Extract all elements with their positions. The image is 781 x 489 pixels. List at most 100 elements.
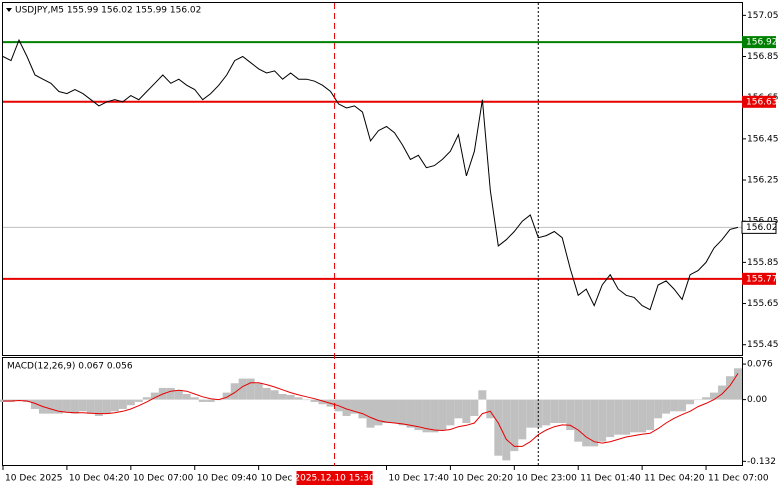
x-tick-label: 11 Dec 04:20 bbox=[644, 474, 705, 484]
x-tick-label: 11 Dec 01:40 bbox=[580, 474, 641, 484]
histogram-bar bbox=[462, 399, 471, 423]
histogram-bar bbox=[614, 399, 623, 435]
histogram-bar bbox=[726, 376, 735, 400]
level-tag bbox=[742, 95, 776, 108]
x-tick-label: 10 Dec 23:00 bbox=[516, 474, 577, 484]
level-tag bbox=[742, 36, 776, 49]
main-panel bbox=[2, 2, 743, 356]
histogram-bar bbox=[246, 378, 255, 400]
histogram-bar bbox=[662, 399, 671, 414]
histogram-bar bbox=[182, 394, 191, 400]
histogram-bar bbox=[150, 392, 159, 400]
histogram-bar bbox=[494, 399, 503, 456]
histogram-bar bbox=[310, 399, 319, 402]
histogram-bar bbox=[582, 399, 591, 447]
histogram-bar bbox=[414, 399, 423, 430]
histogram-bar bbox=[710, 392, 719, 400]
y-tick-label: 155.85 bbox=[747, 258, 779, 268]
x-tick-label: 10 Dec 07:00 bbox=[133, 474, 194, 484]
histogram-bar bbox=[270, 390, 279, 400]
x-tick-label: 10 Dec 2025 bbox=[5, 474, 63, 484]
histogram-bar bbox=[390, 399, 399, 423]
histogram-bar bbox=[734, 368, 742, 400]
histogram-bar bbox=[54, 399, 63, 414]
price-tag bbox=[741, 220, 777, 234]
histogram-bar bbox=[526, 399, 535, 428]
price-series bbox=[2, 38, 739, 311]
histogram-bar bbox=[70, 399, 79, 414]
histogram-bar bbox=[342, 399, 351, 416]
histogram-bar bbox=[318, 399, 327, 405]
histogram-bar bbox=[470, 399, 479, 416]
histogram-bar bbox=[518, 399, 527, 440]
histogram-bar bbox=[534, 399, 543, 428]
y-tick-label: 0.00 bbox=[747, 395, 767, 405]
histogram-bar bbox=[94, 399, 103, 416]
macd-title: MACD(12,26,9) 0.067 0.056 bbox=[7, 362, 133, 372]
histogram-bar bbox=[454, 399, 463, 419]
time-marker-box bbox=[296, 471, 373, 485]
histogram-bar bbox=[86, 399, 95, 414]
y-tick-label: 157.05 bbox=[747, 11, 779, 21]
symbol-marker bbox=[6, 8, 12, 12]
y-tick-label: 156.85 bbox=[747, 52, 779, 62]
y-tick-label: 155.45 bbox=[747, 340, 779, 350]
histogram-bar bbox=[406, 399, 415, 428]
histogram-bar bbox=[438, 399, 447, 430]
histogram-bar bbox=[678, 399, 687, 412]
histogram-bar bbox=[630, 399, 639, 433]
level-tag-label: 156.63 bbox=[746, 97, 778, 107]
histogram-bar bbox=[206, 399, 215, 402]
histogram-bar bbox=[670, 399, 679, 412]
histogram-bar bbox=[606, 399, 615, 438]
x-tick-label: 11 Dec 07:00 bbox=[708, 474, 769, 484]
histogram-bar bbox=[478, 390, 487, 400]
level-tag bbox=[742, 272, 776, 285]
histogram-bar bbox=[126, 399, 135, 406]
histogram-bar bbox=[598, 399, 607, 442]
histogram-bar bbox=[110, 399, 119, 412]
histogram-bar bbox=[654, 399, 663, 419]
y-tick-label: -0.132 bbox=[747, 457, 776, 467]
histogram-bar bbox=[102, 399, 111, 414]
histogram-bar bbox=[350, 399, 359, 414]
histogram-bar bbox=[574, 399, 583, 442]
histogram-bar bbox=[302, 399, 311, 401]
histogram-bar bbox=[254, 383, 263, 400]
y-tick-label: 156.45 bbox=[747, 134, 779, 144]
x-tick-label: 10 Dec 04:20 bbox=[69, 474, 130, 484]
histogram-bar bbox=[694, 399, 703, 401]
histogram-bar bbox=[262, 387, 271, 400]
price-tag-label: 156.02 bbox=[746, 223, 778, 233]
histogram-bar bbox=[422, 399, 431, 433]
histogram-bar bbox=[430, 399, 439, 433]
histogram-bar bbox=[62, 399, 71, 413]
histogram-bar bbox=[622, 399, 631, 435]
histogram-bar bbox=[134, 399, 143, 402]
histogram-bar bbox=[174, 390, 183, 400]
histogram-bar bbox=[294, 397, 303, 400]
histogram-bar bbox=[718, 385, 727, 400]
histogram-bar bbox=[558, 399, 567, 423]
x-tick-label: 10 Dec 20:20 bbox=[452, 474, 513, 484]
histogram-bar bbox=[566, 399, 575, 430]
histogram-bar bbox=[374, 399, 383, 426]
signal-line bbox=[3, 373, 739, 447]
histogram-bar bbox=[238, 378, 247, 400]
time-marker-label: 2025.12.10 15:30 bbox=[294, 474, 375, 484]
histogram-bar bbox=[198, 399, 207, 402]
histogram-bar bbox=[638, 399, 647, 433]
level-tag-label: 156.92 bbox=[746, 38, 778, 48]
histogram-bar bbox=[78, 399, 87, 412]
histogram-bar bbox=[486, 399, 495, 419]
histogram-bar bbox=[398, 399, 407, 426]
histogram-bar bbox=[510, 399, 519, 452]
histogram-bar bbox=[686, 399, 695, 405]
histogram-bar bbox=[382, 399, 391, 423]
histogram-bar bbox=[590, 399, 599, 447]
y-tick-label: 155.65 bbox=[747, 299, 779, 309]
histogram-bar bbox=[358, 399, 367, 419]
histogram-bar bbox=[14, 399, 23, 401]
histogram-bar bbox=[502, 399, 511, 461]
